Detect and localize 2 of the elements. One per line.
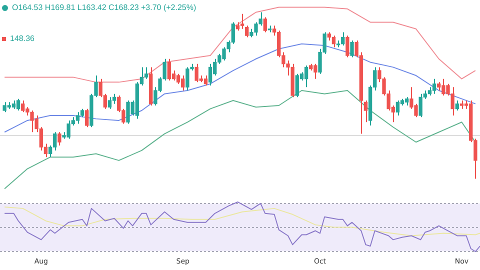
text: O164.53 H169.81 L163.42 C168.23 +3.70 (+2.25%): [12, 3, 196, 12]
annotation: 148.36: [10, 34, 34, 43]
